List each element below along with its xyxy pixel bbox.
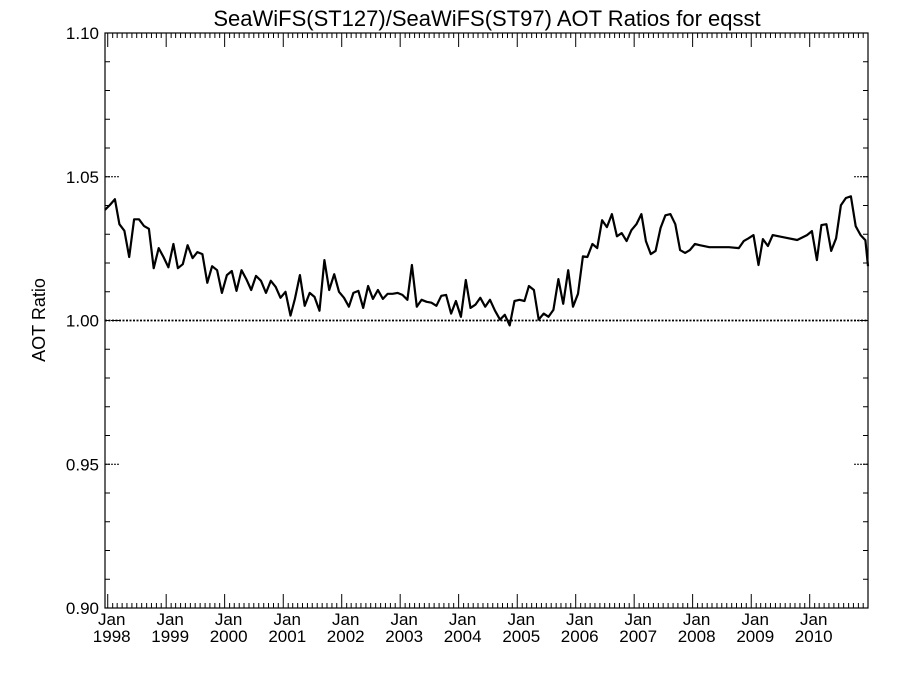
x-tick-label-year: 2003 (385, 627, 423, 646)
chart-title: SeaWiFS(ST127)/SeaWiFS(ST97) AOT Ratios … (213, 6, 760, 31)
x-tick-label-year: 2000 (210, 627, 248, 646)
x-tick-label-month: Jan (508, 610, 535, 629)
x-tick-label-year: 2006 (561, 627, 599, 646)
x-tick-label-year: 2007 (619, 627, 657, 646)
y-axis-label: AOT Ratio (29, 278, 49, 362)
y-tick-label: 1.00 (66, 312, 99, 331)
series-line (104, 195, 870, 327)
x-tick-label-year: 2005 (502, 627, 540, 646)
y-tick-label: 0.95 (66, 455, 99, 474)
x-tick-label-year: 2002 (327, 627, 365, 646)
x-tick-label-year: 2010 (795, 627, 833, 646)
x-tick-label-month: Jan (215, 610, 242, 629)
x-tick-label-year: 2009 (736, 627, 774, 646)
x-tick-label-month: Jan (566, 610, 593, 629)
x-tick-label-month: Jan (156, 610, 183, 629)
x-tick-label-month: Jan (449, 610, 476, 629)
y-tick-label: 1.05 (66, 168, 99, 187)
x-tick-label-month: Jan (800, 610, 827, 629)
x-tick-label-month: Jan (683, 610, 710, 629)
x-tick-label-year: 2001 (268, 627, 306, 646)
x-tick-label-month: Jan (390, 610, 417, 629)
y-tick-label: 0.90 (66, 599, 99, 618)
x-tick-label-year: 2008 (678, 627, 716, 646)
x-tick-label-month: Jan (742, 610, 769, 629)
plot-area: 0.900.951.001.051.10Jan1998Jan1999Jan200… (66, 24, 870, 646)
x-tick-label-year: 1998 (93, 627, 131, 646)
y-tick-label: 1.10 (66, 24, 99, 43)
x-tick-label-year: 2004 (444, 627, 482, 646)
x-tick-label-month: Jan (274, 610, 301, 629)
x-tick-label-month: Jan (98, 610, 125, 629)
x-tick-label-month: Jan (332, 610, 359, 629)
x-tick-label-month: Jan (624, 610, 651, 629)
x-tick-label-year: 1999 (151, 627, 189, 646)
